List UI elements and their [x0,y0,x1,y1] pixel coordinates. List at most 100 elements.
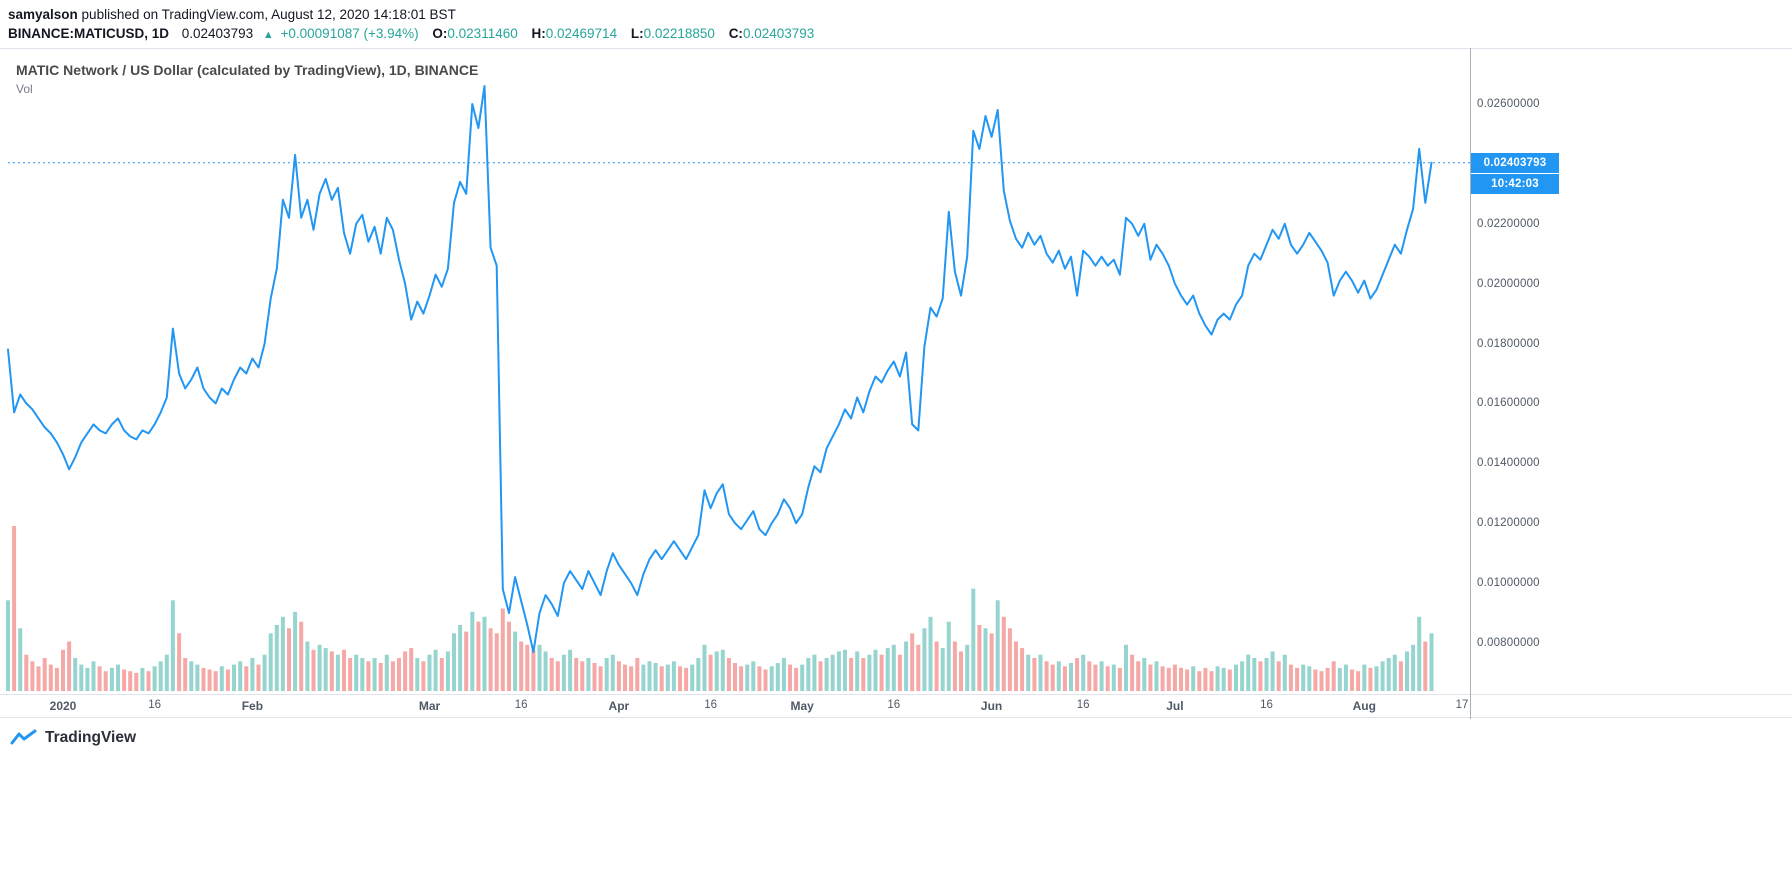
price-scale-label: 0.01200000 [1477,517,1540,530]
volume-bar [555,661,560,691]
volume-bar [592,663,597,691]
open-label: O: [432,26,448,41]
time-scale-label: Jun [980,699,1003,713]
volume-bar [684,667,689,691]
volume-bar [354,654,359,691]
volume-bar [836,651,841,691]
price-scale-label: 0.01800000 [1477,337,1540,350]
price-scale-label: 0.01400000 [1477,457,1540,470]
volume-bar [403,651,408,691]
publish-text: published on TradingView.com, August 12,… [77,7,456,22]
volume-bar [1020,648,1025,691]
volume-bar [152,666,157,692]
volume-bar [586,658,591,691]
volume-bar [85,667,90,691]
volume-bar [794,667,799,691]
volume-bar [36,666,41,692]
volume-bar [109,667,114,691]
price-scale[interactable]: 0.026000000.024000000.022000000.02000000… [0,49,1792,694]
volume-bar [959,651,963,691]
volume-bar [329,651,334,691]
volume-bar [287,628,291,691]
volume-bar [983,628,988,691]
volume-bar [1288,664,1293,691]
volume-bar [635,658,640,691]
volume-bar [873,649,878,692]
volume-bar [1160,666,1165,692]
volume-bar [1038,654,1043,691]
volume-bar [67,641,72,691]
volume-bar [476,621,481,691]
price-scale-label: 0.02200000 [1477,217,1540,230]
time-scale-label: Mar [418,699,441,713]
volume-bar [531,649,536,692]
tradingview-logo-text[interactable]: TradingView [45,729,137,746]
volume-bar [128,671,133,691]
volume-bar [751,661,756,691]
time-scale-label: 16 [148,699,161,711]
price-chart-canvas[interactable] [0,49,1792,696]
volume-bar [769,666,774,692]
volume-bar [1032,658,1037,691]
price-line [7,85,1433,653]
volume-bar [24,654,29,691]
volume-bar [665,664,670,691]
volume-bar [610,654,615,691]
volume-bar [1386,658,1391,691]
volume-bar [696,658,701,691]
volume-bar [293,611,298,691]
symbol-header: BINANCE:MATICUSD, 1D 0.02403793 ▲ +0.000… [8,26,814,41]
volume-bar [445,651,450,691]
volume-bar [134,672,139,691]
volume-bar [1185,669,1190,691]
volume-bar [580,661,585,691]
volume-bar [1343,664,1348,691]
volume-bar [757,666,762,692]
volume-bar [940,648,945,691]
volume-bar [574,658,579,691]
volume-bar [54,667,59,691]
volume-bar [1282,654,1287,691]
volume-bar [989,633,994,692]
volume-bar [79,664,84,691]
volume-bar [922,628,927,691]
low-label: L: [630,26,644,41]
volume-bar [1136,661,1141,691]
volume-bar [519,641,524,691]
volume-bar [1398,661,1403,691]
open-value: O:0.02311460 [432,26,518,41]
price-scale-label: 0.01600000 [1477,397,1540,410]
volume-bar [995,600,1000,692]
time-scale-label: 16 [1076,699,1090,711]
volume-bar [507,621,511,691]
volume-bar [855,651,860,691]
chart-pane[interactable]: MATIC Network / US Dollar (calculated by… [0,48,1792,695]
volume-bar [48,664,53,691]
tradingview-logo-icon[interactable] [10,729,38,747]
volume-bar [818,661,823,691]
volume-indicator-label: Vol [16,82,33,96]
volume-bar [378,663,383,691]
volume-bar [702,644,707,691]
volume-bar [342,649,346,692]
volume-bar [164,654,169,691]
volume-bar [763,669,768,691]
volume-bar [1087,661,1092,691]
volume-bar [183,658,188,691]
volume-bar [1423,641,1428,691]
volume-bar [598,666,603,692]
volume-bar [140,667,145,691]
volume-bar [781,658,786,691]
volume-bar [1319,671,1324,691]
last-price: 0.02403793 [181,26,254,41]
volume-bar [977,625,982,691]
time-scale[interactable]: 2020 16 Feb Mar 16 Apr 16 May 16 Jun 16 Jul 16 Aug 17 [0,696,1792,718]
volume-bar [1276,661,1281,691]
high-label: H: [531,26,546,41]
volume-bar [1362,664,1367,691]
time-scale-label: Jul [1166,699,1184,713]
volume-bar [500,608,505,691]
time-scale-label: Apr [608,699,630,713]
volume-bar [629,666,634,692]
volume-bar [1270,651,1275,691]
